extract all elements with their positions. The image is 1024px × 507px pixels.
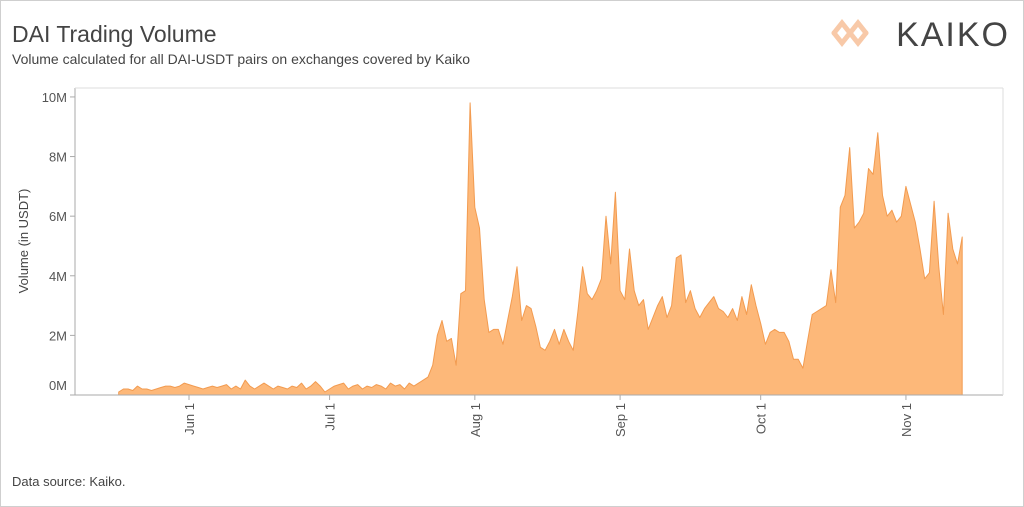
- x-tick-label: Oct 1: [754, 403, 769, 434]
- x-tick-label: Nov 1: [899, 403, 914, 437]
- y-tick-label: 4M: [49, 269, 67, 284]
- logo-icon: [831, 18, 869, 48]
- y-tick-label: 8M: [49, 150, 67, 165]
- logo-text: KAIKO: [896, 16, 1010, 54]
- chart-subtitle: Volume calculated for all DAI-USDT pairs…: [12, 51, 470, 67]
- y-tick-label: 10M: [42, 90, 67, 105]
- y-tick-label: 6M: [49, 209, 67, 224]
- x-tick-label: Aug 1: [468, 403, 483, 437]
- x-tick-label: Jun 1: [182, 403, 197, 435]
- y-axis-label: Volume (in USDT): [16, 189, 31, 294]
- x-tick-label: Jul 1: [323, 403, 338, 430]
- source-note: Data source: Kaiko.: [12, 474, 125, 489]
- chart-title: DAI Trading Volume: [12, 21, 217, 47]
- x-tick-label: Sep 1: [613, 403, 628, 437]
- area: [118, 102, 963, 396]
- y-tick-label: 0M: [49, 378, 67, 393]
- y-tick-label: 2M: [49, 328, 67, 343]
